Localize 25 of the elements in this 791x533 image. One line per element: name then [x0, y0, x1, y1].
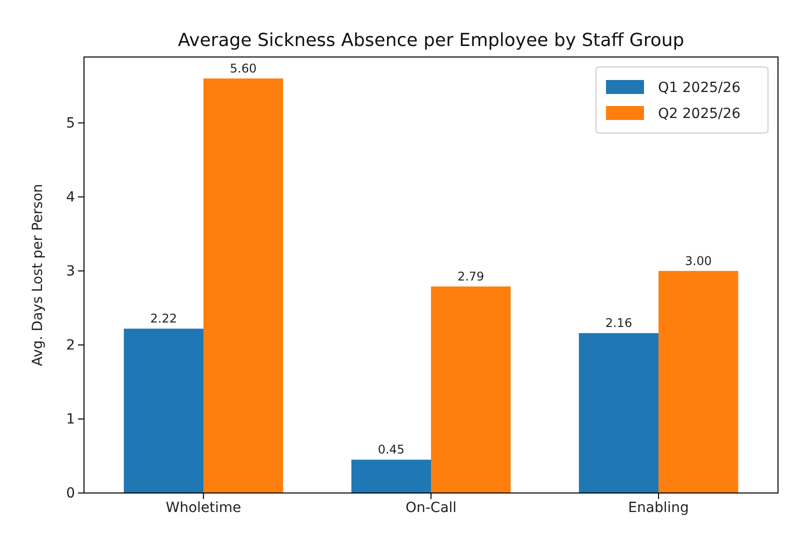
x-tick-label: On-Call — [405, 500, 457, 516]
data-label: 5.60 — [230, 61, 257, 76]
chart-title: Average Sickness Absence per Employee by Staff Group — [178, 30, 684, 51]
bar — [658, 270, 738, 493]
y-tick-label: 1 — [66, 411, 75, 428]
y-tick-label: 4 — [66, 189, 76, 206]
bar — [351, 460, 431, 493]
data-label: 0.45 — [378, 442, 405, 457]
legend-label: Q2 2025/26 — [658, 106, 741, 122]
data-label: 2.79 — [457, 269, 484, 284]
x-tick-label: Enabling — [628, 500, 689, 516]
bar — [203, 78, 284, 493]
bar — [124, 328, 204, 493]
legend-label: Q1 2025/26 — [658, 80, 741, 96]
data-label: 2.22 — [150, 312, 177, 326]
y-tick-label: 0 — [66, 485, 75, 502]
y-tick-label: 3 — [66, 263, 75, 280]
x-tick-label: Wholetime — [166, 500, 242, 516]
y-tick-label: 2 — [66, 337, 75, 354]
data-label: 2.16 — [605, 316, 632, 330]
bar — [431, 286, 511, 493]
y-tick-label: 5 — [66, 115, 75, 132]
bar — [578, 333, 659, 493]
y-axis-title: Avg. Days Lost per Person — [30, 184, 46, 366]
data-label: 3.00 — [685, 254, 712, 268]
